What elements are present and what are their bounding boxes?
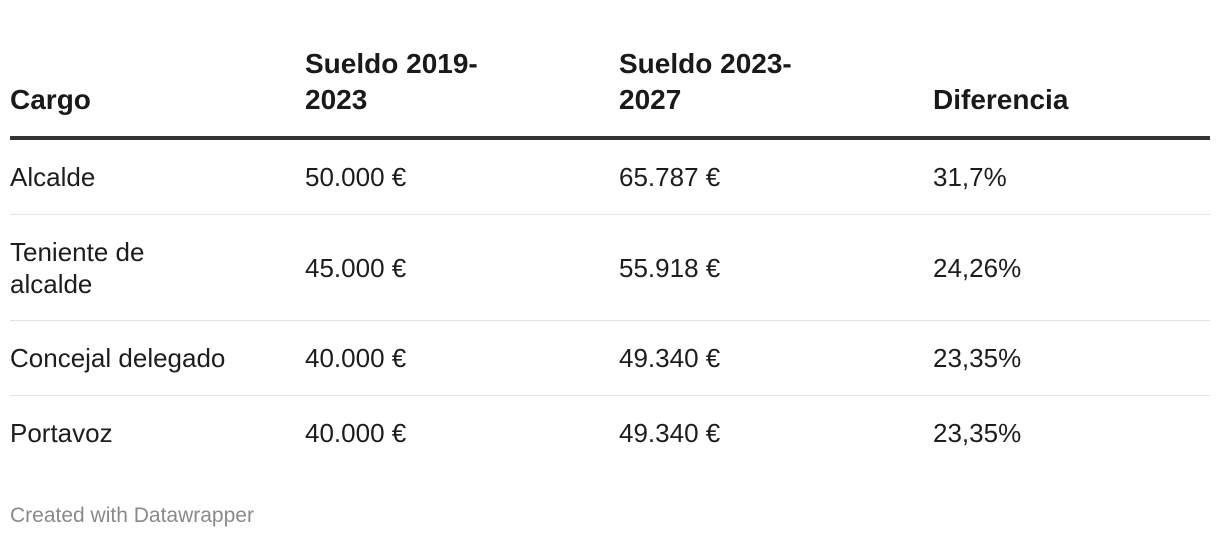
table-row: Teniente de alcalde 45.000 € 55.918 € 24… [10, 214, 1210, 321]
cell-text: 49.340 € [619, 343, 721, 373]
cell-text: 31,7% [933, 162, 1007, 192]
cell-text: Alcalde [10, 162, 96, 192]
cell-sueldo-2019: 40.000 € [305, 320, 619, 396]
data-table: Cargo Sueldo 2019-2023 Sueldo 2023-2027 … [10, 40, 1210, 470]
cell-text: Teniente de alcalde [10, 236, 145, 299]
cell-diferencia: 23,35% [933, 396, 1210, 471]
cell-text: 50.000 € [305, 162, 407, 192]
cell-text: Concejal delegado [10, 343, 226, 373]
cell-sueldo-2023: 49.340 € [619, 396, 933, 471]
column-header-diferencia: Diferencia [933, 40, 1210, 140]
cell-sueldo-2019: 50.000 € [305, 138, 619, 215]
cell-sueldo-2019: 45.000 € [305, 214, 619, 321]
table-row: Concejal delegado 40.000 € 49.340 € 23,3… [10, 320, 1210, 396]
salary-table: Cargo Sueldo 2019-2023 Sueldo 2023-2027 … [10, 40, 1210, 470]
column-header-label: Sueldo 2019-2023 [305, 48, 478, 115]
datawrapper-credit: Created with Datawrapper [10, 504, 254, 527]
cell-sueldo-2023: 65.787 € [619, 138, 933, 215]
header-row: Cargo Sueldo 2019-2023 Sueldo 2023-2027 … [10, 40, 1210, 140]
cell-text: 23,35% [933, 418, 1022, 448]
cell-text: 49.340 € [619, 418, 721, 448]
cell-text: 40.000 € [305, 418, 407, 448]
cell-sueldo-2023: 55.918 € [619, 214, 933, 321]
cell-diferencia: 31,7% [933, 138, 1210, 215]
cell-sueldo-2019: 40.000 € [305, 396, 619, 471]
column-header-sueldo-2019-2023: Sueldo 2019-2023 [305, 40, 619, 140]
table-body: Alcalde 50.000 € 65.787 € 31,7% Teniente… [10, 138, 1210, 470]
column-header-cargo: Cargo [10, 40, 305, 140]
column-header-label: Cargo [10, 84, 91, 115]
table-header: Cargo Sueldo 2019-2023 Sueldo 2023-2027 … [10, 40, 1210, 140]
cell-text: Portavoz [10, 418, 113, 448]
cell-cargo: Teniente de alcalde [10, 214, 305, 321]
column-header-sueldo-2023-2027: Sueldo 2023-2027 [619, 40, 933, 140]
cell-text: 65.787 € [619, 162, 721, 192]
cell-text: 45.000 € [305, 252, 407, 283]
cell-cargo: Concejal delegado [10, 320, 305, 396]
cell-sueldo-2023: 49.340 € [619, 320, 933, 396]
cell-text: 24,26% [933, 252, 1022, 283]
cell-cargo: Alcalde [10, 138, 305, 215]
cell-text: 55.918 € [619, 252, 721, 283]
cell-cargo: Portavoz [10, 396, 305, 471]
column-header-label: Sueldo 2023-2027 [619, 48, 792, 115]
table-row: Alcalde 50.000 € 65.787 € 31,7% [10, 138, 1210, 215]
cell-text: 23,35% [933, 343, 1022, 373]
cell-diferencia: 24,26% [933, 214, 1210, 321]
cell-text: 40.000 € [305, 343, 407, 373]
table-row: Portavoz 40.000 € 49.340 € 23,35% [10, 396, 1210, 471]
column-header-label: Diferencia [933, 84, 1069, 115]
cell-diferencia: 23,35% [933, 320, 1210, 396]
